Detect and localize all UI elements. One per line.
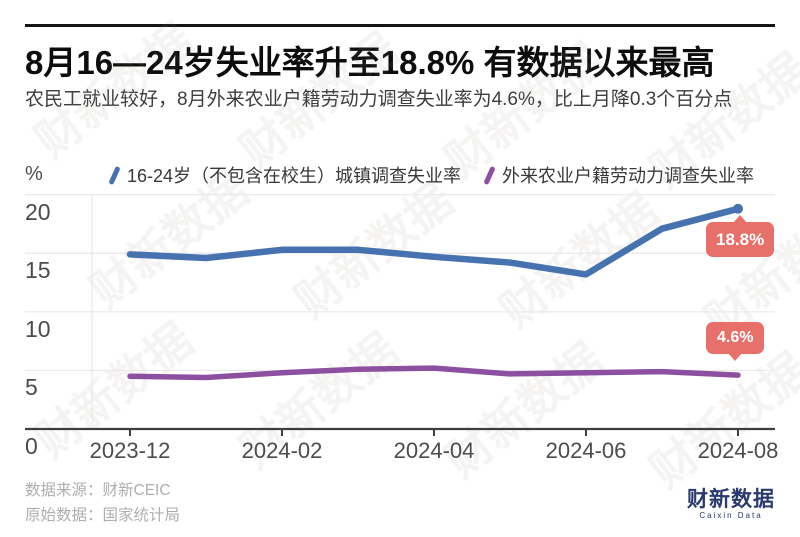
y-axis-unit-label: %	[25, 163, 43, 185]
legend-label: 16-24岁（不包含在校生）城镇调查失业率	[127, 166, 462, 186]
series-line-0	[126, 205, 742, 278]
x-tick-label-2023-12: 2023-12	[89, 438, 171, 463]
data-source-line: 数据来源：财新CEIC	[25, 482, 171, 499]
caixin-data-logo: 财新数据 Caixin Data	[687, 488, 775, 521]
y-tick-label-15: 15	[25, 257, 51, 284]
data-label-badge-4-6: 4.6%	[706, 322, 765, 361]
y-tick-label-10: 10	[25, 315, 51, 342]
watermark-text: 财新数据	[25, 313, 203, 468]
watermark-text: 财新数据	[435, 333, 613, 488]
y-tick-label-20: 20	[25, 198, 51, 225]
watermark-text: 财新数据	[285, 173, 463, 328]
legend: 16-24岁（不包含在校生）城镇调查失业率 外来农业户籍劳动力调查失业率	[0, 162, 800, 188]
watermark-text: 财新数据	[640, 343, 800, 498]
series-endpoint-dot	[733, 203, 743, 214]
legend-label: 外来农业户籍劳动力调查失业率	[502, 166, 754, 186]
logo-subtext: Caixin Data	[699, 511, 763, 521]
x-tick-label-2024-08: 2024-08	[697, 438, 779, 463]
x-tick-label-2024-04: 2024-04	[393, 438, 475, 463]
legend-slash-icon	[483, 165, 496, 185]
chart-subtitle: 农民工就业较好，8月外来农业户籍劳动力调查失业率为4.6%，比上月降0.3个百分…	[25, 89, 733, 110]
legend-item-youth-series: 16-24岁（不包含在校生）城镇调查失业率	[108, 162, 462, 188]
top-divider-rule	[25, 24, 775, 27]
series-line-1	[127, 365, 741, 381]
watermark-text: 财新数据	[230, 323, 408, 478]
chart-title: 8月16—24岁失业率升至18.8% 有数据以来最高	[25, 44, 715, 81]
legend-item-migrant-series: 外来农业户籍劳动力调查失业率	[483, 162, 754, 188]
logo-text: 财新数据	[687, 488, 775, 511]
y-tick-label-0: 0	[25, 433, 38, 459]
legend-slash-icon	[108, 165, 121, 185]
y-tick-label-5: 5	[25, 374, 38, 401]
watermark-text: 财新数据	[490, 183, 668, 338]
original-data-line: 原始数据：国家统计局	[25, 507, 181, 524]
x-tick-label-2024-06: 2024-06	[545, 438, 627, 463]
x-tick-label-2024-02: 2024-02	[241, 438, 323, 463]
data-label-badge-18-8: 18.8%	[706, 215, 775, 257]
